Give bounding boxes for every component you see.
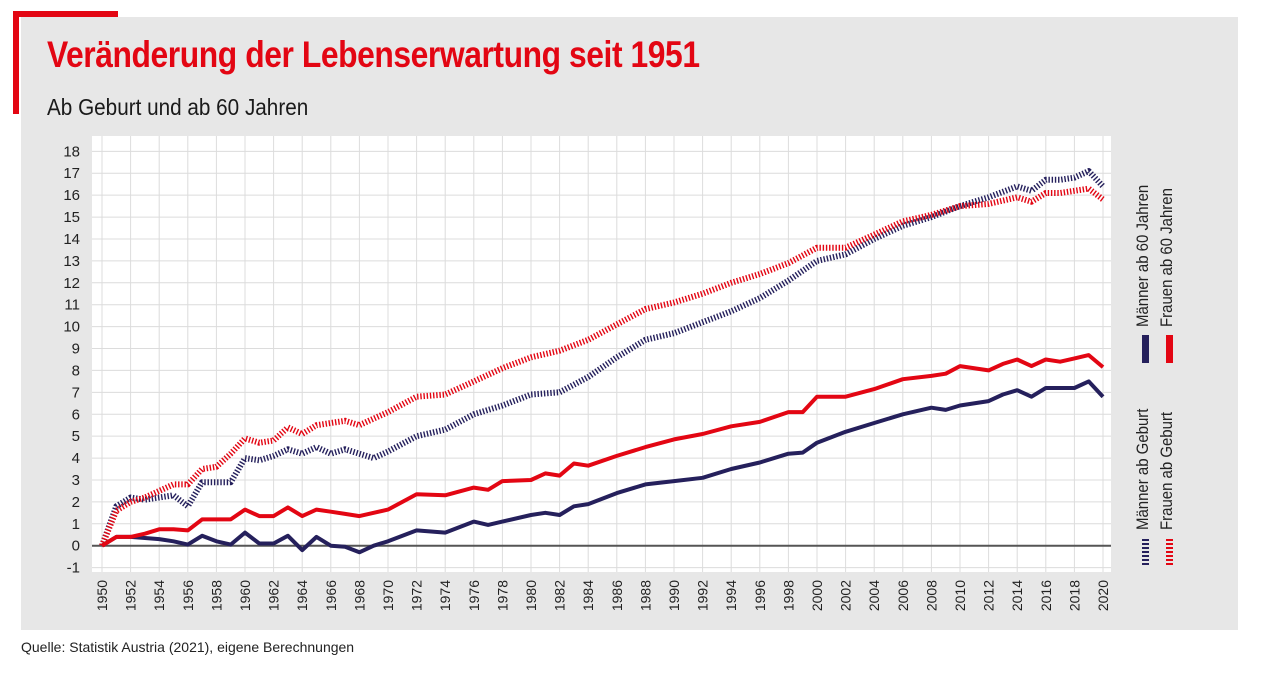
x-tick-label: 1960 (237, 580, 253, 611)
x-tick-label: 1980 (523, 580, 539, 611)
x-tick-label: 1950 (94, 580, 110, 611)
series-line-3 (100, 353, 1105, 548)
x-tick-label: 2000 (809, 580, 825, 611)
x-tick-label: 1964 (294, 580, 310, 611)
y-tick-label: 4 (72, 450, 80, 467)
x-tick-label: 1954 (151, 580, 167, 611)
x-tick-label: 2018 (1066, 580, 1082, 611)
x-tick-label: 1976 (466, 580, 482, 611)
y-tick-label: 8 (72, 362, 80, 379)
series-line-1 (99, 185, 1105, 547)
y-tick-label: 1 (72, 516, 80, 533)
x-tick-label: 1990 (666, 580, 682, 611)
y-tick-label: 3 (72, 472, 80, 489)
x-tick-label: 1982 (552, 580, 568, 611)
x-tick-label: 1988 (637, 580, 653, 611)
x-tick-label: 1952 (123, 580, 139, 611)
x-tick-label: 2016 (1038, 580, 1054, 611)
y-tick-label: 0 (72, 538, 80, 555)
x-tick-label: 2004 (866, 580, 882, 611)
x-tick-label: 1968 (351, 580, 367, 611)
y-tick-label: 7 (72, 384, 80, 401)
x-tick-label: 1984 (580, 580, 596, 611)
series-line-2 (100, 379, 1105, 555)
y-tick-label: 17 (63, 165, 80, 182)
x-tick-label: 1962 (266, 580, 282, 611)
y-tick-label: 14 (63, 231, 80, 248)
x-tick-label: 2020 (1095, 580, 1111, 611)
x-tick-label: 1974 (437, 580, 453, 611)
y-tick-label: 5 (72, 428, 80, 445)
y-tick-label: 16 (63, 187, 80, 204)
x-tick-label: 1998 (780, 580, 796, 611)
x-tick-label: 1972 (409, 580, 425, 611)
x-tick-label: 2002 (838, 580, 854, 611)
x-tick-label: 2008 (923, 580, 939, 611)
x-tick-label: 1986 (609, 580, 625, 611)
y-tick-label: -1 (67, 560, 80, 577)
y-tick-label: 13 (63, 253, 80, 270)
accent-bar-horizontal (13, 11, 118, 17)
y-tick-label: 10 (63, 319, 80, 336)
y-tick-label: 12 (63, 275, 80, 292)
y-tick-label: 11 (64, 297, 80, 314)
x-tick-label: 1970 (380, 580, 396, 611)
y-tick-label: 15 (63, 209, 80, 226)
x-tick-label: 1966 (323, 580, 339, 611)
x-tick-label: 2006 (895, 580, 911, 611)
x-tick-label: 1992 (695, 580, 711, 611)
chart-title: Veränderung der Lebenserwartung seit 195… (47, 34, 700, 75)
x-tick-label: 1994 (723, 580, 739, 611)
series-line-0 (99, 168, 1106, 547)
x-tick-label: 2012 (981, 580, 997, 611)
x-tick-label: 1978 (494, 580, 510, 611)
y-tick-label: 18 (63, 143, 80, 160)
accent-bar-vertical (13, 11, 19, 114)
x-tick-label: 1958 (208, 580, 224, 611)
x-tick-label: 1996 (752, 580, 768, 611)
y-tick-label: 2 (72, 494, 80, 511)
x-tick-label: 2010 (952, 580, 968, 611)
source-note: Quelle: Statistik Austria (2021), eigene… (21, 639, 355, 655)
y-tick-label: 6 (72, 406, 80, 423)
chart-subtitle: Ab Geburt und ab 60 Jahren (47, 94, 309, 120)
y-tick-label: 9 (72, 341, 80, 358)
x-tick-label: 1956 (180, 580, 196, 611)
x-tick-label: 2014 (1009, 580, 1025, 611)
